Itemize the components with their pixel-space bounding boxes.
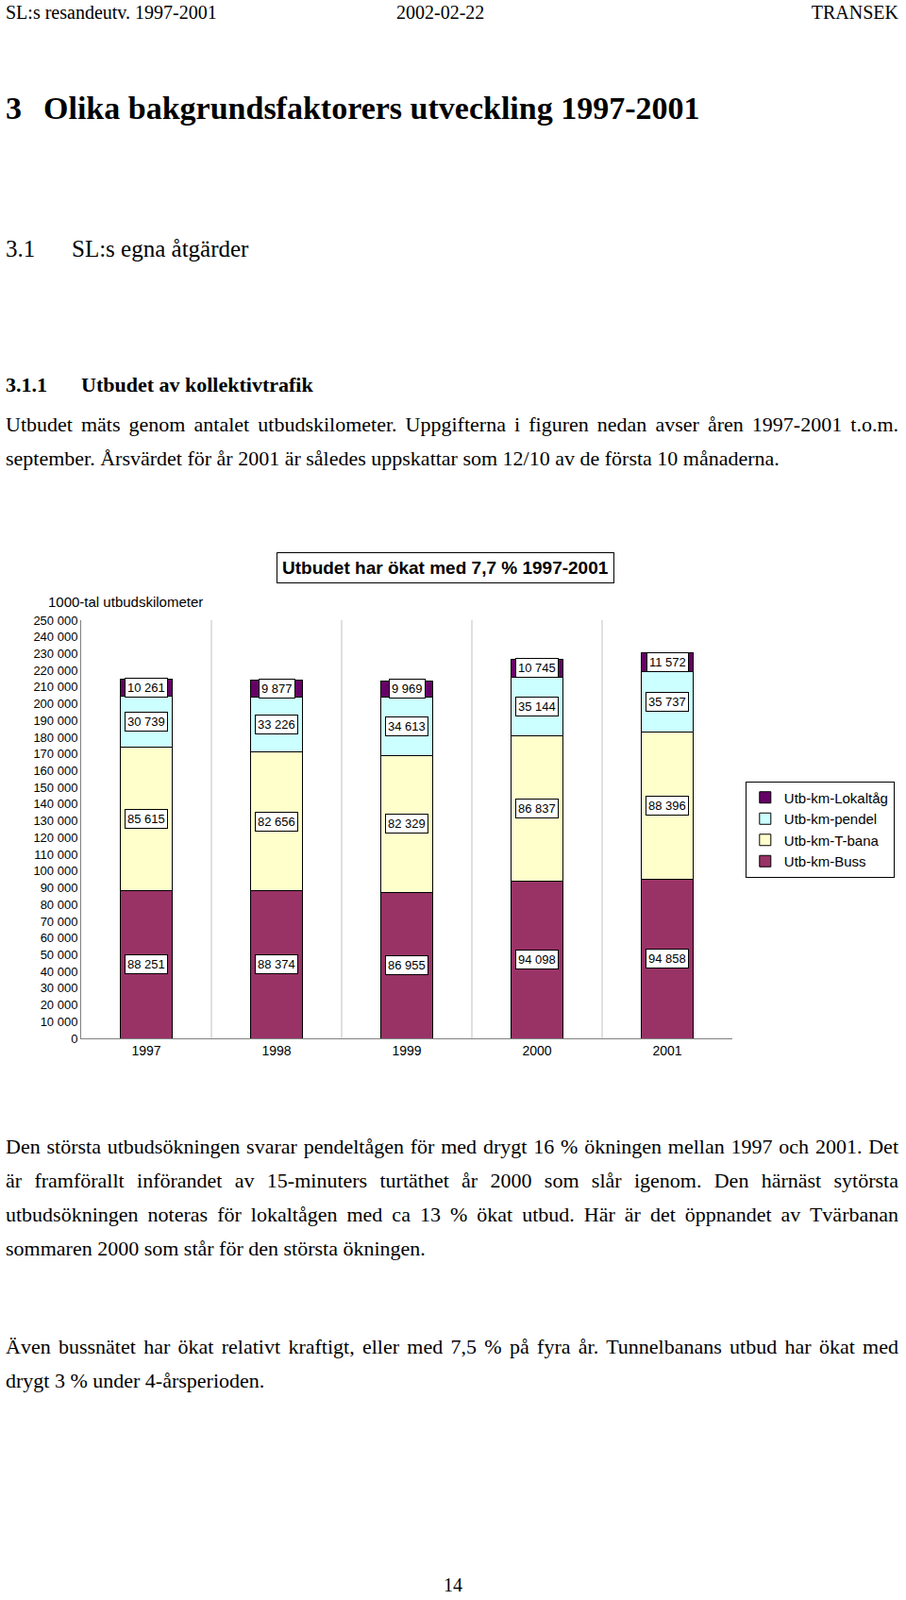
svg-text:220 000: 220 000 — [33, 663, 78, 678]
svg-text:Utb-km-T-bana: Utb-km-T-bana — [784, 832, 880, 849]
svg-text:70 000: 70 000 — [40, 914, 79, 929]
svg-text:Utb-km-pendel: Utb-km-pendel — [784, 810, 877, 827]
svg-text:120 000: 120 000 — [33, 830, 78, 845]
html-text:14: 14 — [443, 1574, 463, 1595]
svg-text:Utb-km-Lokaltåg: Utb-km-Lokaltåg — [784, 789, 889, 806]
svg-text:20 000: 20 000 — [40, 997, 79, 1012]
html-text:Utbudet mäts genom antalet utb: Utbudet mäts genom antalet utbudskilomet… — [5, 412, 899, 470]
html-text:TRANSEK: TRANSEK — [811, 1, 899, 23]
svg-text:1998: 1998 — [261, 1042, 291, 1058]
svg-text:2000: 2000 — [521, 1042, 552, 1058]
svg-text:82 656: 82 656 — [257, 814, 296, 829]
svg-text:200 000: 200 000 — [33, 696, 78, 711]
svg-text:33 226: 33 226 — [257, 717, 296, 732]
html-text:Olika bakgrundsfaktorers utvec: Olika bakgrundsfaktorers utveckling 1997… — [43, 90, 700, 126]
svg-text:1999: 1999 — [391, 1042, 421, 1058]
svg-text:Utb-km-Buss: Utb-km-Buss — [784, 853, 867, 870]
svg-text:Utbudet har ökat med 7,7 % 199: Utbudet har ökat med 7,7 % 1997-2001 — [282, 557, 609, 578]
svg-text:110 000: 110 000 — [33, 847, 78, 862]
html-text:SL:s egna åtgärder: SL:s egna åtgärder — [71, 235, 249, 262]
svg-text:85 615: 85 615 — [127, 811, 166, 826]
svg-text:250 000: 250 000 — [33, 613, 78, 628]
svg-text:180 000: 180 000 — [33, 730, 78, 745]
html-text:3.1: 3.1 — [5, 235, 36, 262]
svg-text:9 877: 9 877 — [261, 681, 293, 696]
svg-text:30 000: 30 000 — [40, 980, 79, 995]
html-text:3.1.1: 3.1.1 — [5, 372, 48, 397]
svg-text:88 396: 88 396 — [648, 798, 687, 813]
svg-text:94 858: 94 858 — [648, 951, 687, 966]
svg-text:2001: 2001 — [652, 1042, 682, 1058]
html-text:Utbudet av kollektivtrafik: Utbudet av kollektivtrafik — [81, 372, 314, 397]
svg-text:35 737: 35 737 — [648, 694, 687, 709]
svg-text:210 000: 210 000 — [33, 679, 78, 694]
svg-text:86 955: 86 955 — [387, 957, 426, 973]
svg-text:1000-tal utbudskilometer: 1000-tal utbudskilometer — [48, 593, 203, 610]
svg-text:100 000: 100 000 — [33, 863, 78, 878]
svg-text:86 837: 86 837 — [518, 801, 556, 816]
html-text:3: 3 — [5, 90, 22, 126]
svg-text:60 000: 60 000 — [40, 930, 79, 945]
html-text:SL:s resandeutv. 1997-2001: SL:s resandeutv. 1997-2001 — [5, 1, 217, 23]
svg-text:50 000: 50 000 — [40, 947, 79, 962]
svg-text:0: 0 — [70, 1031, 78, 1046]
svg-text:230 000: 230 000 — [33, 646, 78, 661]
svg-text:10 745: 10 745 — [518, 660, 556, 675]
svg-text:150 000: 150 000 — [33, 780, 78, 795]
html-text:Även bussnätet har ökat relati: Även bussnätet har ökat relativt kraftig… — [5, 1334, 899, 1393]
svg-text:11 572: 11 572 — [649, 654, 687, 670]
svg-text:170 000: 170 000 — [33, 746, 78, 761]
svg-text:9 969: 9 969 — [391, 681, 423, 696]
svg-text:34 613: 34 613 — [387, 719, 426, 734]
svg-text:240 000: 240 000 — [33, 629, 78, 644]
svg-text:94 098: 94 098 — [518, 952, 556, 967]
svg-text:90 000: 90 000 — [40, 880, 79, 895]
svg-text:190 000: 190 000 — [33, 713, 78, 728]
svg-text:1997: 1997 — [131, 1042, 161, 1058]
svg-text:82 329: 82 329 — [387, 816, 426, 831]
svg-text:160 000: 160 000 — [33, 763, 78, 778]
svg-text:30 739: 30 739 — [127, 714, 166, 729]
html-text:2002-02-22: 2002-02-22 — [396, 1, 485, 23]
html-text:Den största utbudsökningen sva: Den största utbudsökningen svarar pendel… — [5, 1134, 899, 1260]
svg-text:130 000: 130 000 — [33, 813, 78, 828]
svg-text:35 144: 35 144 — [518, 699, 556, 714]
svg-text:88 374: 88 374 — [257, 956, 296, 972]
svg-text:10 000: 10 000 — [40, 1014, 79, 1029]
svg-text:10 261: 10 261 — [127, 680, 166, 695]
svg-text:140 000: 140 000 — [33, 796, 78, 811]
svg-text:88 251: 88 251 — [127, 956, 166, 972]
svg-text:80 000: 80 000 — [40, 897, 79, 912]
svg-text:40 000: 40 000 — [40, 964, 79, 979]
